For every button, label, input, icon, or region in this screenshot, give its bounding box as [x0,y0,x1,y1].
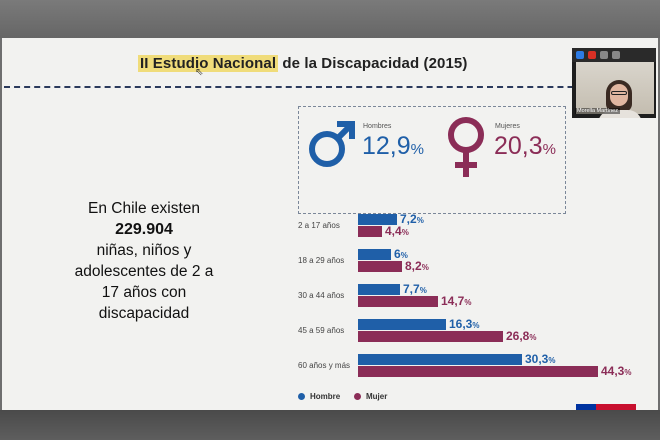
data-label-mujer: 4,4% [385,224,409,238]
title-highlight: II Estudio Nacional [138,55,279,72]
bar-hombre [358,214,397,225]
category-label: 45 a 59 años [298,326,345,335]
legend-male-label: Hombre [310,392,341,401]
intro-line-5: 17 años con [101,284,187,301]
population-number: 229.904 [115,221,173,238]
video-toolbar [572,48,656,62]
video-call-thumbnail[interactable]: Morella Martínez [572,48,656,118]
female-value: 20,3 [494,132,543,160]
presentation-slide: II Estudio Nacional de la Discapacidad (… [2,38,658,410]
male-symbol-icon [309,121,355,167]
female-label: Mujeres [495,123,520,130]
mouse-cursor-icon: ⇖ [195,67,204,78]
legend-female-swatch [354,393,361,401]
intro-line-4: adolescentes de 2 a [74,263,214,280]
data-label-mujer: 14,7% [441,294,472,308]
data-label-hombre: 7,2% [400,212,424,226]
screen-bezel-top [0,0,660,38]
legend-female: Mujer [354,392,387,401]
male-value: 12,9 [362,132,411,160]
category-label: 18 a 29 años [298,256,345,265]
screen-bezel-bottom [0,410,660,440]
male-label: Hombres [363,123,392,130]
participant-glasses [611,91,627,95]
bar-hombre [358,354,522,365]
bar-mujer [358,296,438,307]
bar-mujer [358,366,598,377]
legend-male-swatch [298,393,305,401]
female-unit: % [542,141,557,158]
male-percentage: 12,9% [362,132,424,161]
intro-text: En Chile existen 229.904 niñas, niños y … [30,198,258,324]
microphone-icon[interactable] [588,51,596,59]
chile-flag-stripe [576,404,636,410]
data-label-hombre: 16,3% [449,317,480,331]
data-label-hombre: 30,3% [525,352,556,366]
legend-female-label: Mujer [366,392,388,401]
female-percentage: 20,3% [494,132,556,161]
title-divider [4,86,654,88]
gender-summary-box: Hombres 12,9% Mujeres 20,3% [298,106,566,214]
male-unit: % [410,141,425,158]
bar-mujer [358,261,402,272]
camera-icon[interactable] [576,51,584,59]
category-label: 60 años y más [298,361,351,370]
bar-mujer [358,226,382,237]
data-label-mujer: 26,8% [506,329,537,343]
bar-mujer [358,331,503,342]
participant-body [598,110,642,118]
participant-video [576,62,654,118]
participant-face [610,84,628,106]
intro-line-6: discapacidad [98,305,190,322]
bar-hombre [358,249,391,260]
slide-title: II Estudio Nacional de la Discapacidad (… [138,55,467,72]
data-label-hombre: 6% [394,247,408,261]
data-label-hombre: 7,7% [403,282,427,296]
intro-line-1: En Chile existen [87,200,200,217]
bar-hombre [358,284,400,295]
legend-male: Hombre [298,392,340,401]
category-label: 2 a 17 años [298,221,340,230]
title-rest: de la Discapacidad (2015) [278,55,468,72]
people-icon[interactable] [600,51,608,59]
category-label: 30 a 44 años [298,291,345,300]
participant-name: Morella Martínez [575,108,620,114]
female-symbol-icon [448,117,484,177]
data-label-mujer: 8,2% [405,259,429,273]
data-label-mujer: 44,3% [601,364,632,378]
intro-line-3: niñas, niños y [96,242,192,259]
bar-hombre [358,319,446,330]
grid-icon[interactable] [612,51,620,59]
